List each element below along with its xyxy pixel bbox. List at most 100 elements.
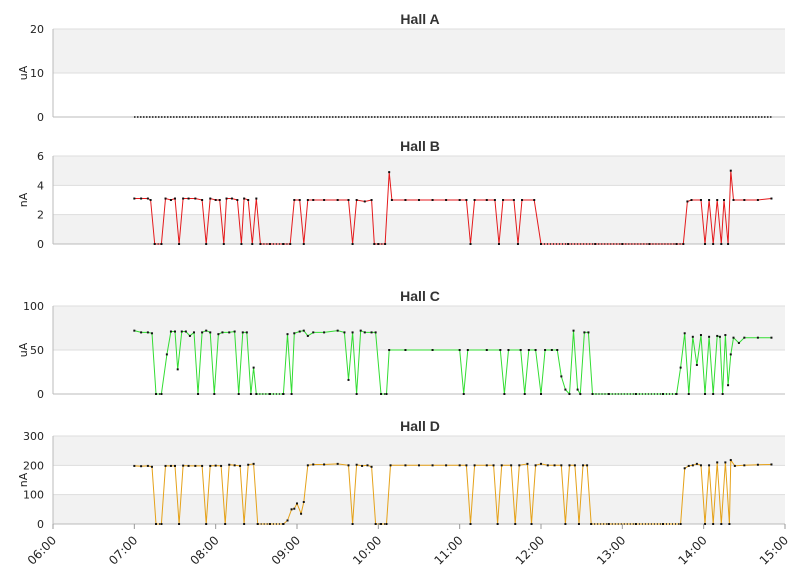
data-point (374, 331, 377, 334)
grid-band (53, 156, 785, 186)
data-point (176, 368, 179, 371)
data-point (527, 349, 530, 351)
data-point (306, 334, 309, 337)
y-tick-label: 300 (23, 430, 44, 443)
data-point (534, 464, 537, 467)
data-point (146, 197, 149, 200)
data-point (222, 243, 225, 245)
data-point (431, 464, 434, 467)
data-point (704, 393, 707, 395)
y-tick-label: 20 (30, 23, 44, 36)
data-point (718, 335, 721, 338)
data-point (716, 461, 719, 464)
x-tick-label: 12:00 (513, 533, 547, 567)
data-point (431, 199, 434, 201)
data-point (213, 393, 216, 395)
x-tick-label: 07:00 (106, 533, 140, 567)
data-point (184, 330, 187, 333)
data-point (302, 243, 305, 245)
data-point (458, 464, 461, 467)
data-point (526, 462, 529, 465)
data-point (716, 199, 719, 201)
data-point (359, 329, 362, 332)
data-point (695, 363, 698, 366)
data-point (727, 243, 730, 245)
y-axis-label: nA (17, 192, 30, 207)
data-point (201, 464, 204, 467)
data-point (252, 366, 255, 369)
data-point (458, 199, 461, 201)
data-point (465, 199, 468, 201)
data-point (286, 333, 289, 336)
data-point (225, 197, 228, 200)
series-line (134, 170, 772, 245)
data-point (209, 331, 212, 334)
data-point (370, 199, 373, 201)
x-tick-label: 14:00 (675, 533, 709, 567)
data-point (224, 523, 227, 525)
data-point (363, 200, 366, 203)
data-point (300, 512, 303, 515)
data-point (503, 393, 506, 395)
panel-3: Hall C uA 0 50 100 (17, 288, 785, 401)
data-point (473, 199, 476, 201)
data-point (165, 353, 168, 356)
data-point (732, 336, 735, 339)
data-point (370, 331, 373, 334)
data-point (404, 199, 407, 201)
data-point (133, 197, 136, 200)
data-point (568, 393, 571, 395)
data-point (704, 523, 707, 525)
data-point (243, 523, 246, 525)
data-point (523, 393, 526, 395)
data-point (683, 332, 686, 335)
data-point (302, 329, 305, 332)
data-point (497, 243, 500, 245)
data-point (699, 464, 702, 467)
data-point (140, 197, 143, 200)
data-point (492, 464, 495, 467)
data-point (389, 464, 392, 467)
data-point (687, 393, 690, 395)
data-point (180, 330, 183, 333)
data-point (140, 331, 143, 334)
x-tick-label: 11:00 (431, 533, 465, 567)
data-point (716, 334, 719, 337)
data-point (390, 199, 393, 201)
data-point (573, 464, 576, 467)
grid-band (53, 436, 785, 466)
data-point (469, 243, 472, 245)
data-point (560, 464, 563, 467)
data-point (550, 349, 553, 351)
data-point (187, 197, 190, 200)
data-point (169, 330, 172, 333)
data-point (209, 464, 212, 467)
grid-band (53, 494, 785, 524)
y-tick-label: 0 (37, 238, 44, 251)
data-point (404, 464, 407, 467)
data-point (233, 330, 236, 333)
data-point (564, 388, 567, 391)
data-point (347, 378, 350, 381)
data-point (205, 523, 208, 525)
data-point (546, 464, 549, 467)
data-point (351, 331, 354, 334)
data-point (355, 199, 358, 201)
data-point (729, 169, 732, 172)
data-point (530, 523, 533, 525)
data-point (241, 331, 244, 334)
data-point (577, 523, 580, 525)
data-point (243, 197, 246, 200)
data-point (290, 393, 293, 395)
data-point (708, 199, 711, 201)
data-point (465, 464, 468, 467)
data-point (691, 335, 694, 338)
grid-band (53, 214, 785, 244)
data-point (708, 464, 711, 467)
data-point (214, 199, 217, 201)
data-point (146, 464, 149, 467)
data-point (323, 463, 326, 466)
data-point (507, 349, 510, 351)
y-tick-label: 100 (23, 300, 44, 313)
